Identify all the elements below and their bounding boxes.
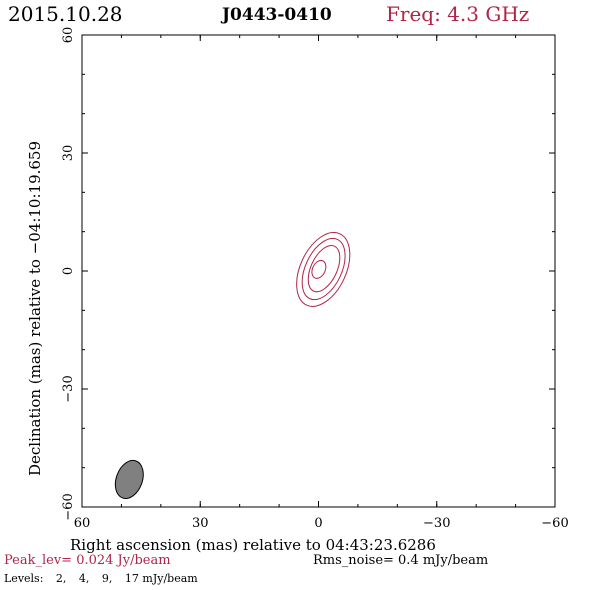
x-tick-label: −60 <box>541 516 568 531</box>
contour-levels: Levels: 2, 4, 9, 17 mJy/beam <box>4 572 207 585</box>
contour-line <box>301 237 346 301</box>
x-axis-label: Right ascension (mas) relative to 04:43:… <box>70 536 436 554</box>
observation-date: 2015.10.28 <box>8 2 123 26</box>
frequency-label: Freq: 4.3 GHz <box>386 2 530 26</box>
contour-line <box>307 245 341 293</box>
y-tick-label: 30 <box>61 145 76 162</box>
tick-labels: 60 30 0 −30 −60 −60 −30 0 30 60 <box>61 27 569 531</box>
level-value: 9, <box>101 572 113 585</box>
plot-frame <box>81 34 556 508</box>
contour-line <box>296 231 351 307</box>
x-tick-label: 30 <box>192 516 209 531</box>
level-value: 17 mJy/beam <box>124 572 198 585</box>
beam-ellipse <box>114 459 144 499</box>
x-tick-label: 60 <box>74 516 91 531</box>
axis-ticks <box>81 34 556 508</box>
beam-group <box>114 459 144 499</box>
contour-line <box>311 259 327 279</box>
level-value: 2, <box>55 572 67 585</box>
contour-group <box>296 231 351 307</box>
y-tick-label: −30 <box>61 375 76 402</box>
levels-label: Levels: <box>4 572 44 585</box>
x-tick-label: −30 <box>423 516 450 531</box>
rms-noise: Rms_noise= 0.4 mJy/beam <box>313 553 489 568</box>
x-tick-label: 0 <box>314 516 322 531</box>
peak-level: Peak_lev= 0.024 Jy/beam <box>4 553 171 568</box>
source-name: J0443-0410 <box>222 5 332 25</box>
y-tick-label: 0 <box>61 267 76 275</box>
y-tick-label: 60 <box>61 27 76 44</box>
level-value: 4, <box>78 572 90 585</box>
y-tick-label: −60 <box>61 493 76 520</box>
y-axis-label: Declination (mas) relative to −04:10:19.… <box>26 141 44 476</box>
